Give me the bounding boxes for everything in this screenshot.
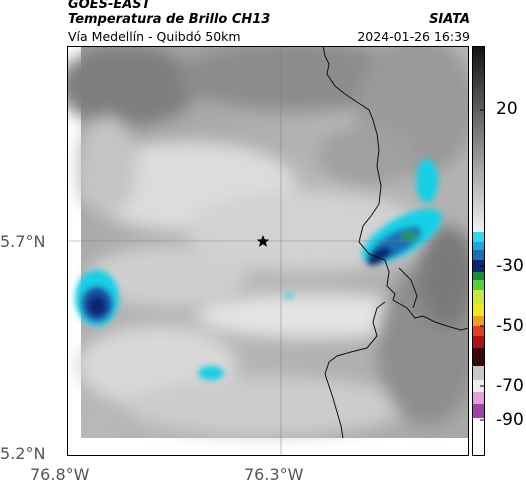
graticule: [67, 46, 469, 456]
lat-tick-1: 5.7°N: [0, 232, 46, 251]
colorbar-tick-4: -70: [496, 376, 524, 396]
timestamp: 2024-01-26 16:39: [357, 29, 470, 44]
colorbar-tick-5: -90: [496, 410, 524, 430]
colorbar-tick-1: 20: [496, 99, 518, 119]
region-label: Vía Medellín - Quibdó 50km: [68, 29, 241, 44]
colorbar-tick-2: -30: [496, 256, 524, 276]
cold-cloud-cells: [75, 159, 442, 380]
star-icon: [256, 235, 270, 247]
brightness-temperature-map: [67, 46, 469, 456]
lat-tick-2: 5.2°N: [0, 444, 46, 463]
colorbar: [472, 46, 485, 456]
lon-tick-2: 76.3°W: [244, 465, 304, 484]
lon-tick-1: 76.8°W: [30, 465, 90, 484]
boundary-lines: [322, 46, 469, 439]
colorbar-tick-3: -50: [496, 316, 524, 336]
satellite-name: GOES-EAST: [68, 0, 151, 12]
product-title: Temperatura de Brillo CH13: [68, 12, 271, 27]
organization-name: SIATA: [429, 12, 470, 27]
